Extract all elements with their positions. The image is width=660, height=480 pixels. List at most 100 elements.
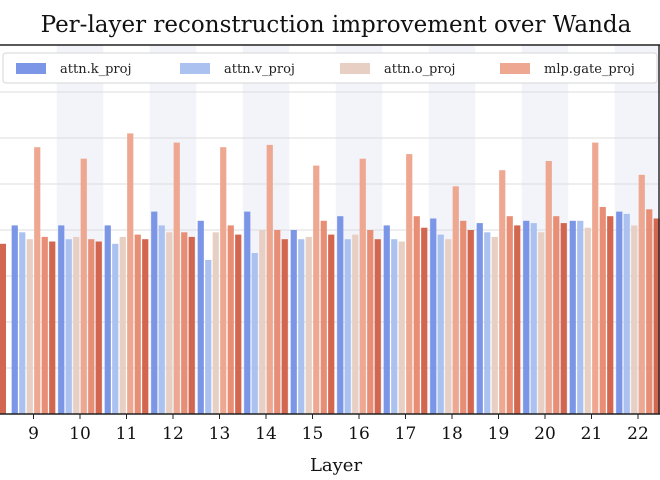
bar-attn-k-proj-10 — [58, 225, 65, 414]
bar-attn-o-proj-13 — [212, 232, 219, 414]
x-tick-label-16: 16 — [348, 424, 370, 444]
x-tick-label-19: 19 — [488, 424, 510, 444]
bar-mlp-gate-proj-22 — [638, 174, 645, 414]
legend-swatch — [500, 63, 530, 74]
bar-mlp-down-proj-21 — [607, 216, 614, 414]
bar-attn-o-proj-11 — [119, 236, 126, 414]
bar-attn-v-proj-15 — [298, 239, 305, 414]
x-tick-label-21: 21 — [581, 424, 603, 444]
bar-attn-k-proj-12 — [151, 211, 158, 414]
bar-attn-v-proj-13 — [205, 259, 212, 414]
bar-mlp-down-proj-14 — [281, 239, 288, 414]
bar-mlp-gate-proj-15 — [313, 165, 320, 414]
legend-swatch — [180, 63, 210, 74]
x-tick-label-17: 17 — [395, 424, 417, 444]
bar-mlp-down-proj-10 — [95, 241, 102, 414]
bar-attn-k-proj-16 — [337, 216, 344, 414]
bar-mlp-up-proj-19 — [506, 216, 513, 414]
bar-attn-o-proj-18 — [445, 239, 452, 414]
bar-attn-k-proj-9 — [11, 225, 18, 414]
bar-attn-k-proj-17 — [383, 225, 390, 414]
bar-attn-o-proj-19 — [491, 236, 498, 414]
bar-mlp-gate-proj-21 — [592, 142, 599, 414]
chart-title: Per-layer reconstruction improvement ove… — [41, 12, 632, 38]
x-tick-label-10: 10 — [69, 424, 91, 444]
bar-attn-k-proj-15 — [290, 230, 297, 414]
bar-mlp-up-proj-9 — [41, 236, 48, 414]
bar-mlp-gate-proj-16 — [359, 158, 366, 414]
bar-mlp-up-proj-14 — [274, 230, 281, 414]
bar-mlp-down-proj-19 — [514, 225, 521, 414]
bar-attn-o-proj-16 — [352, 234, 359, 414]
bar-attn-v-proj-12 — [158, 225, 165, 414]
bar-attn-v-proj-16 — [344, 239, 351, 414]
axes-group — [0, 44, 660, 415]
bar-mlp-gate-proj-10 — [80, 158, 87, 414]
bar-attn-k-proj-18 — [430, 218, 437, 414]
x-tick-label-22: 22 — [627, 424, 649, 444]
x-axis-label: Layer — [310, 455, 363, 476]
bar-attn-v-proj-18 — [437, 234, 444, 414]
bar-attn-k-proj-21 — [569, 220, 576, 414]
bar-mlp-up-proj-17 — [413, 216, 420, 414]
bar-mlp-gate-proj-11 — [127, 133, 134, 414]
bar-attn-v-proj-11 — [112, 243, 119, 414]
bar-attn-o-proj-20 — [538, 232, 545, 414]
x-tick-label-18: 18 — [441, 424, 463, 444]
bar-partial-left — [0, 243, 6, 414]
bar-attn-v-proj-14 — [251, 253, 258, 414]
bar-attn-v-proj-19 — [484, 232, 491, 414]
legend-label: attn.k_proj — [60, 62, 131, 77]
bar-mlp-gate-proj-17 — [406, 154, 413, 414]
bar-mlp-up-proj-18 — [460, 220, 467, 414]
x-tick-label-13: 13 — [209, 424, 231, 444]
bar-mlp-up-proj-15 — [320, 220, 327, 414]
bar-group — [0, 133, 660, 414]
bar-attn-k-proj-11 — [104, 225, 111, 414]
bar-mlp-up-proj-16 — [367, 230, 374, 414]
bar-attn-o-proj-9 — [26, 239, 33, 414]
bar-attn-k-proj-13 — [197, 220, 204, 414]
bar-attn-v-proj-17 — [391, 239, 398, 414]
bar-mlp-gate-proj-19 — [499, 170, 506, 414]
bar-mlp-up-proj-13 — [227, 225, 234, 414]
legend-swatch — [16, 63, 46, 74]
x-tick-label-12: 12 — [162, 424, 184, 444]
bar-attn-o-proj-12 — [166, 232, 173, 414]
bar-mlp-down-proj-9 — [49, 241, 56, 414]
bar-attn-k-proj-19 — [476, 223, 483, 414]
bar-mlp-up-proj-10 — [88, 239, 95, 414]
bar-mlp-up-proj-12 — [181, 232, 188, 414]
bar-attn-o-proj-21 — [584, 227, 591, 414]
bar-mlp-up-proj-20 — [553, 216, 560, 414]
bar-attn-v-proj-20 — [530, 223, 537, 414]
legend: attn.k_proj attn.v_proj attn.o_proj mlp.gat… — [2, 52, 658, 84]
bar-attn-v-proj-10 — [65, 239, 72, 414]
bar-mlp-down-proj-18 — [467, 230, 474, 414]
bar-attn-o-proj-14 — [259, 230, 266, 414]
legend-label: attn.o_proj — [384, 62, 455, 77]
legend-label: attn.v_proj — [224, 62, 295, 77]
bar-mlp-gate-proj-13 — [220, 147, 227, 414]
x-tick-label-20: 20 — [534, 424, 556, 444]
bar-mlp-gate-proj-12 — [173, 142, 180, 414]
bar-mlp-up-proj-21 — [599, 207, 606, 414]
legend-swatch — [340, 63, 370, 74]
bar-mlp-down-proj-13 — [235, 234, 242, 414]
bar-mlp-down-proj-17 — [421, 227, 428, 414]
bar-mlp-down-proj-12 — [188, 236, 195, 414]
bar-mlp-down-proj-11 — [142, 239, 149, 414]
bar-mlp-up-proj-22 — [646, 209, 653, 414]
bar-attn-v-proj-9 — [19, 232, 26, 414]
x-tick-label-11: 11 — [116, 424, 138, 444]
bar-mlp-up-proj-11 — [134, 234, 141, 414]
bar-attn-k-proj-20 — [523, 220, 530, 414]
bar-mlp-down-proj-20 — [560, 223, 567, 414]
bar-attn-o-proj-15 — [305, 236, 312, 414]
legend-box — [2, 52, 658, 84]
legend-label: mlp.gate_proj — [544, 62, 635, 77]
bar-attn-o-proj-17 — [398, 241, 405, 414]
x-tick-label-14: 14 — [255, 424, 277, 444]
bar-mlp-down-proj-15 — [328, 234, 335, 414]
bar-mlp-down-proj-22 — [653, 218, 660, 414]
